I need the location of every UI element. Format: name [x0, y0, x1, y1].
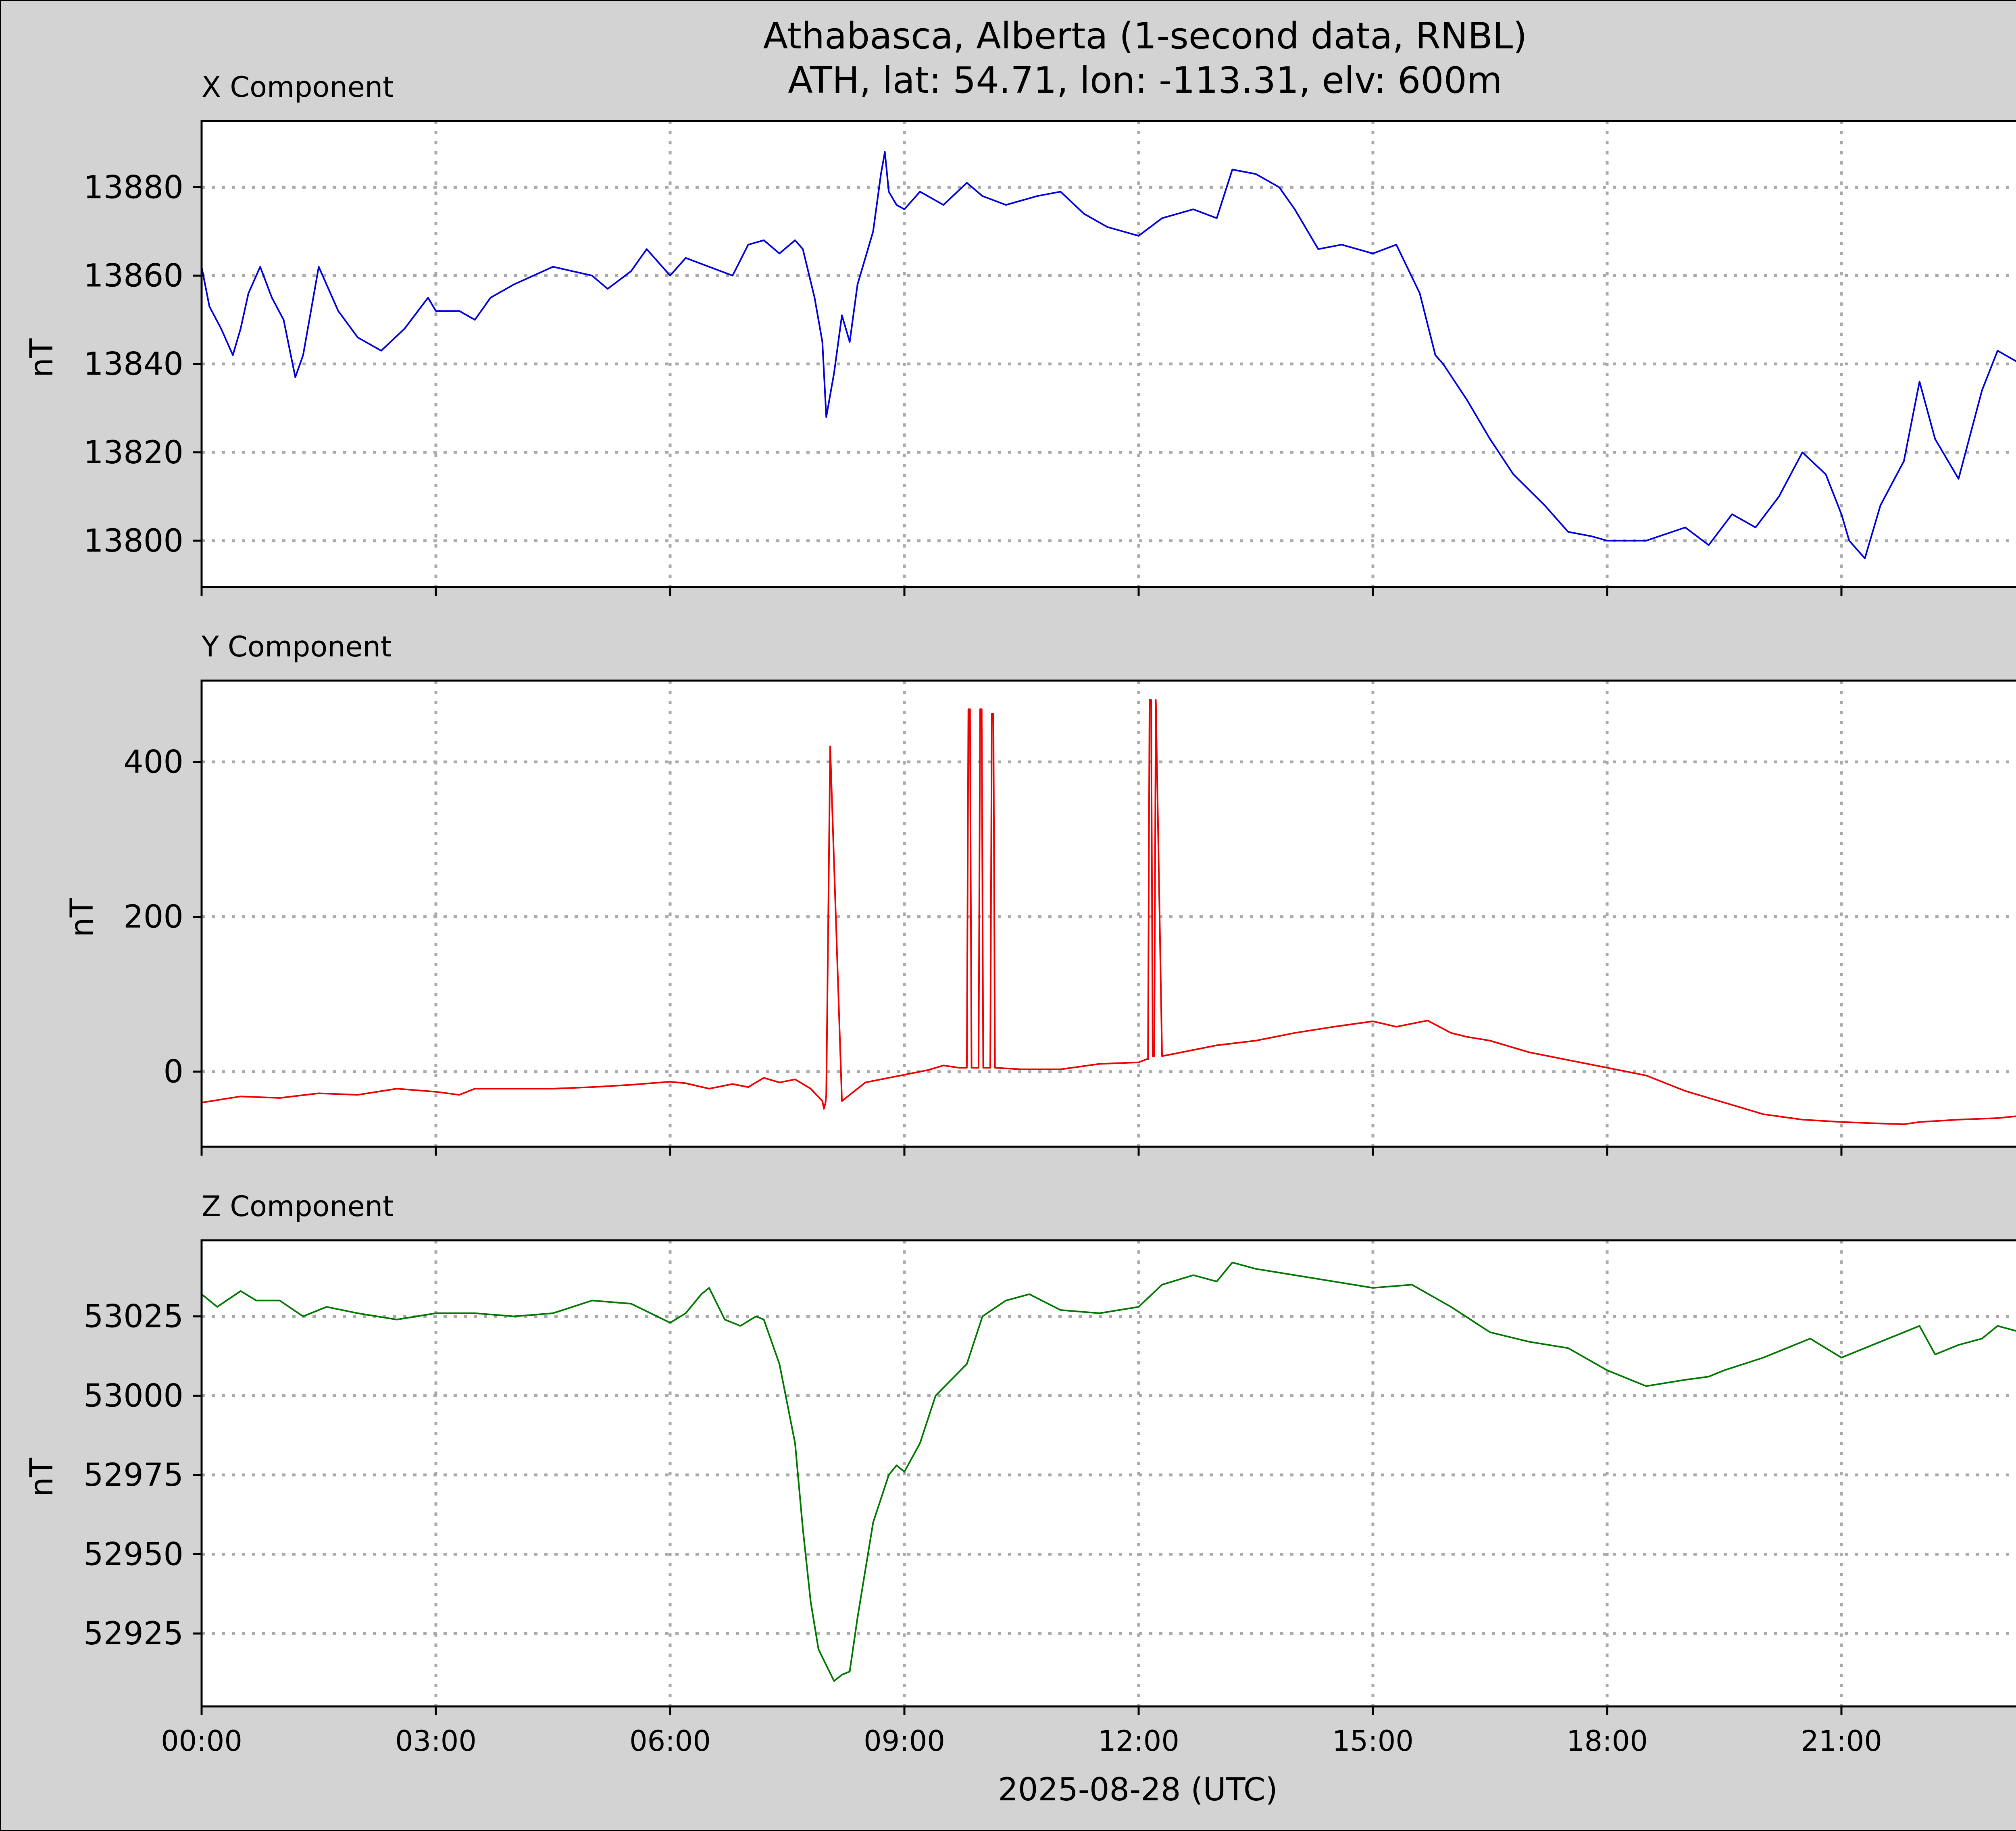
- plot-area: [202, 681, 2016, 1147]
- x-component-title: X Component: [202, 71, 394, 104]
- y-tick-label: 52950: [83, 1537, 183, 1573]
- z-component-ylabel: nT: [24, 1458, 60, 1497]
- x-tick-label: 03:00: [395, 1725, 477, 1758]
- y-tick-label: 52925: [83, 1616, 183, 1652]
- z-component-title: Z Component: [202, 1190, 394, 1223]
- y-tick-label: 13800: [83, 523, 183, 559]
- y-tick-label: 13860: [83, 258, 183, 294]
- data-series-line: [201, 151, 2016, 559]
- data-series-line: [201, 1262, 2016, 1682]
- x-tick-label: 15:00: [1332, 1725, 1414, 1758]
- figure-title-line2: ATH, lat: 54.71, lon: -113.31, elv: 600m: [788, 59, 1502, 102]
- plot-area: [202, 121, 2016, 587]
- z-component-panel: Z Component nT 52925 52950 52975 53000 53025…: [24, 1190, 2016, 1758]
- y-tick-label: 53025: [83, 1299, 183, 1335]
- figure-title-line1: Athabasca, Alberta (1-second data, RNBL): [763, 15, 1527, 57]
- x-tick-label: 12:00: [1098, 1725, 1179, 1758]
- y-tick-label: 200: [123, 899, 183, 935]
- plot-area: [202, 1240, 2016, 1706]
- x-tick-label: 21:00: [1801, 1725, 1882, 1758]
- x-component-ylabel: nT: [24, 338, 60, 377]
- y-tick-label: 13880: [83, 169, 183, 206]
- y-component-ylabel: nT: [64, 898, 100, 937]
- y-component-title: Y Component: [201, 630, 392, 663]
- y-tick-label: 53000: [83, 1378, 183, 1414]
- x-tick-label: 00:00: [161, 1725, 242, 1758]
- y-tick-label: 13840: [83, 346, 183, 383]
- y-tick-label: 52975: [83, 1457, 183, 1494]
- x-tick-label: 09:00: [864, 1725, 945, 1758]
- x-component-panel: X Component nT 13800 13820 13840 13860 13880: [24, 71, 2016, 596]
- x-axis-label: 2025-08-28 (UTC): [998, 1772, 1278, 1808]
- y-tick-label: 0: [163, 1054, 183, 1090]
- y-tick-label: 13820: [83, 435, 183, 471]
- y-tick-label: 400: [123, 744, 183, 781]
- x-tick-label: 18:00: [1566, 1725, 1648, 1758]
- y-component-panel: Y Component nT 0 200 400: [64, 630, 2016, 1156]
- data-series-line: [201, 699, 2016, 1125]
- x-tick-label: 06:00: [629, 1725, 711, 1758]
